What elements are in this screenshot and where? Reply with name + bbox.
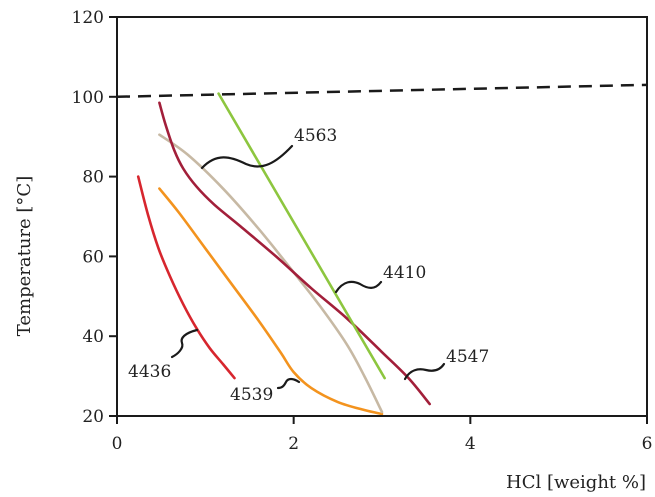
leader-line-4563 <box>200 144 294 170</box>
leader-line-4547 <box>403 362 446 381</box>
series-line-4410 <box>158 133 384 414</box>
plot-frame <box>116 16 648 417</box>
axes <box>116 16 648 417</box>
series-label-4539: 4539 <box>230 385 273 405</box>
x-tick-label: 6 <box>642 434 653 454</box>
series-line-4547 <box>158 101 431 406</box>
y-tick-label: 120 <box>72 8 104 28</box>
leader-line-4410 <box>334 280 383 294</box>
leader-line-4539 <box>276 377 301 390</box>
series-line-4539 <box>158 187 384 416</box>
y-tick-label: 80 <box>82 168 104 188</box>
annotation-leaders <box>170 144 446 390</box>
leader-line-4436 <box>170 328 199 359</box>
y-axis-label: Temperature [°C] <box>14 176 35 336</box>
y-tick-label: 20 <box>82 407 104 427</box>
x-tick-label: 0 <box>112 434 123 454</box>
y-tick-label: 60 <box>82 247 104 267</box>
x-tick-label: 2 <box>288 434 299 454</box>
annotation-labels: 4563 4410 4547 4436 4539 <box>128 126 489 405</box>
tick-labels: 20 40 60 80 100 120 0 2 4 6 <box>72 8 653 454</box>
x-axis-label: HCl [weight %] <box>506 472 646 493</box>
series-label-4410: 4410 <box>383 263 426 283</box>
series-label-4547: 4547 <box>446 347 489 367</box>
y-tick-label: 40 <box>82 327 104 347</box>
series-line-4436 <box>136 175 236 380</box>
series-line-4563 <box>217 92 386 380</box>
x-tick-label: 4 <box>465 434 476 454</box>
tick-marks <box>109 16 648 424</box>
y-tick-label: 100 <box>72 88 104 108</box>
reference-line-dashed <box>116 83 648 99</box>
series-label-4436: 4436 <box>128 362 171 382</box>
plot-lines <box>116 83 648 416</box>
series-label-4563: 4563 <box>294 126 337 146</box>
